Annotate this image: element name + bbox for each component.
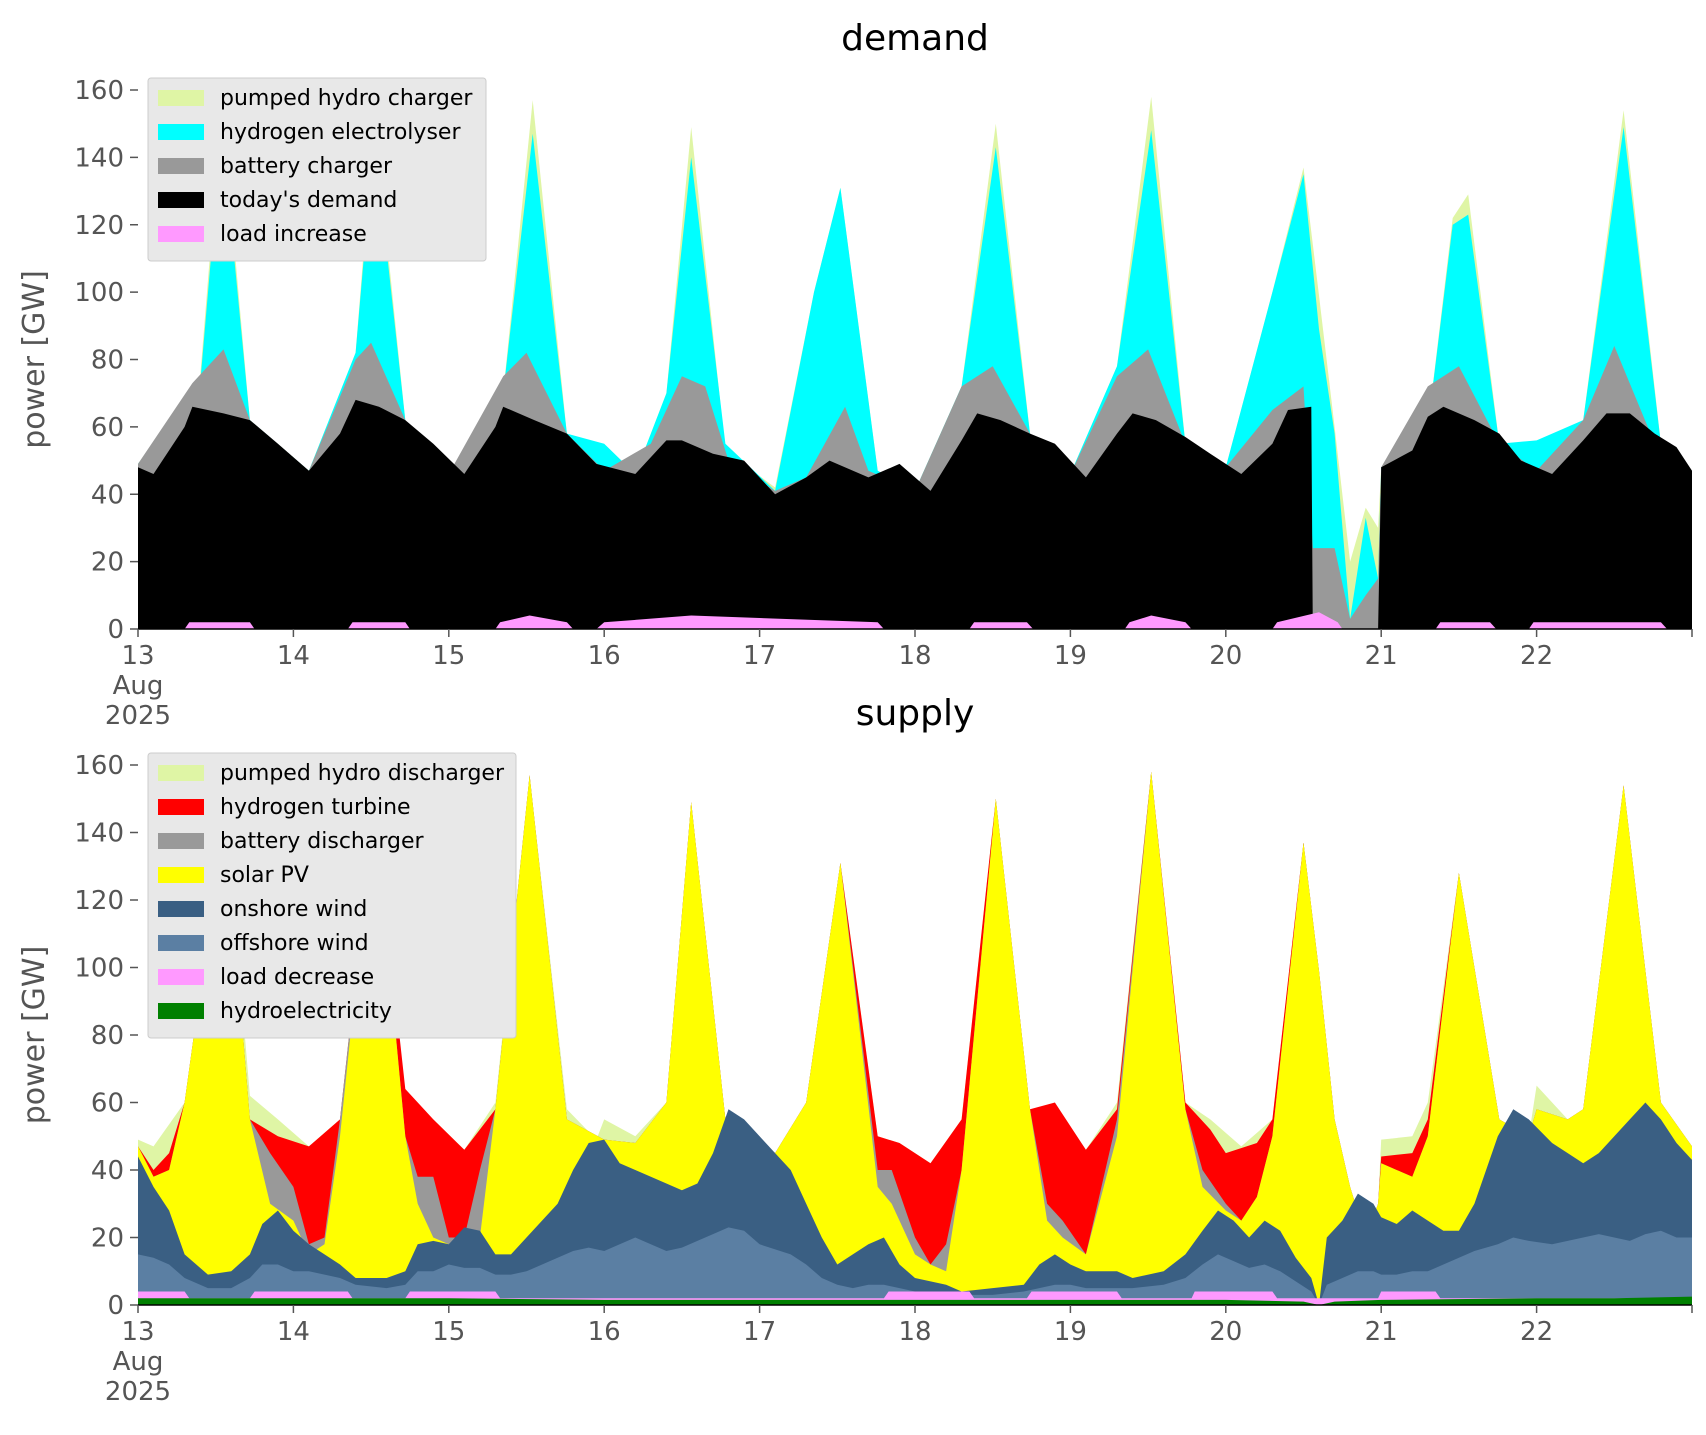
legend-label: load increase bbox=[220, 222, 367, 247]
x-tick-label: 19 bbox=[1054, 641, 1087, 671]
x-tick-label: 21 bbox=[1365, 641, 1398, 671]
y-axis-label: power [GW] bbox=[17, 946, 52, 1125]
x-tick-label: 22 bbox=[1520, 641, 1553, 671]
area-layers bbox=[138, 96, 1692, 629]
legend-label: pumped hydro discharger bbox=[220, 761, 505, 786]
legend-swatch bbox=[158, 833, 204, 849]
y-tick-label: 100 bbox=[74, 278, 124, 308]
x-tick-label: 16 bbox=[588, 641, 621, 671]
x-tick-label: 2025 bbox=[105, 701, 171, 731]
y-tick-label: 40 bbox=[91, 480, 124, 510]
y-axis-label: power [GW] bbox=[17, 270, 52, 449]
legend-box bbox=[147, 77, 487, 262]
legend-swatch bbox=[158, 124, 204, 140]
area-series-offshore-wind bbox=[138, 1227, 1692, 1305]
y-tick-label: 160 bbox=[74, 76, 124, 106]
demand-panel: demand power [GW] 0 20 40 60 80 100 120 140 160 13A… bbox=[17, 18, 1693, 731]
y-tick-label: 0 bbox=[107, 615, 124, 645]
chart-title: demand bbox=[841, 18, 989, 59]
x-tick-label: 20 bbox=[1209, 641, 1242, 671]
y-tick-label: 60 bbox=[91, 413, 124, 443]
legend-label: hydroelectricity bbox=[220, 999, 392, 1024]
y-tick-label: 60 bbox=[91, 1089, 124, 1119]
legend-swatch bbox=[158, 90, 204, 106]
x-tick-label: 15 bbox=[432, 1317, 465, 1347]
area-series-solar-pv bbox=[138, 771, 1692, 1305]
legend-swatch bbox=[158, 969, 204, 985]
area-series-hydroelectricity bbox=[138, 1296, 1692, 1305]
y-tick-label: 20 bbox=[91, 1224, 124, 1254]
y-tick-label: 40 bbox=[91, 1156, 124, 1186]
x-tick-label: 13 bbox=[121, 1317, 154, 1347]
legend-label: today's demand bbox=[220, 188, 397, 213]
legend-swatch bbox=[158, 799, 204, 815]
legend-swatch bbox=[158, 158, 204, 174]
legend-swatch bbox=[158, 226, 204, 242]
area-layers bbox=[138, 771, 1692, 1305]
y-tick-label: 20 bbox=[91, 548, 124, 578]
chart-title: supply bbox=[856, 693, 975, 734]
x-tick-label: 22 bbox=[1520, 1317, 1553, 1347]
x-tick-label: 2025 bbox=[105, 1377, 171, 1407]
legend-label: hydrogen electrolyser bbox=[220, 120, 461, 145]
legend-label: battery charger bbox=[220, 154, 393, 179]
legend-label: hydrogen turbine bbox=[220, 795, 411, 820]
x-tick-label: 13 bbox=[121, 641, 154, 671]
x-tick-label: 14 bbox=[277, 641, 310, 671]
area-series-today-s-demand bbox=[138, 399, 1692, 629]
legend-box bbox=[147, 752, 517, 1039]
x-tick-label: 20 bbox=[1209, 1317, 1242, 1347]
x-tick-label: Aug bbox=[113, 1347, 164, 1377]
y-tick-label: 0 bbox=[107, 1291, 124, 1321]
legend-swatch bbox=[158, 1003, 204, 1019]
x-tick-label: Aug bbox=[113, 671, 164, 701]
x-tick-label: 16 bbox=[588, 1317, 621, 1347]
legend: pumped hydro discharger hydrogen turbine b… bbox=[147, 752, 517, 1039]
legend-label: solar PV bbox=[220, 863, 309, 888]
legend-label: onshore wind bbox=[220, 897, 367, 922]
y-tick-label: 100 bbox=[74, 954, 124, 984]
legend-label: pumped hydro charger bbox=[220, 86, 473, 111]
x-tick-label: 17 bbox=[743, 1317, 776, 1347]
area-series-load-increase bbox=[138, 612, 1692, 629]
supply-panel: supply power [GW] 0 20 40 60 80 100 120 140 160 13A… bbox=[17, 693, 1693, 1407]
legend-swatch bbox=[158, 867, 204, 883]
y-tick-label: 120 bbox=[74, 886, 124, 916]
x-tick-label: 17 bbox=[743, 641, 776, 671]
y-tick-label: 140 bbox=[74, 819, 124, 849]
legend-swatch bbox=[158, 192, 204, 208]
x-tick-label: 19 bbox=[1054, 1317, 1087, 1347]
legend-label: battery discharger bbox=[220, 829, 425, 854]
legend-swatch bbox=[158, 935, 204, 951]
x-tick-label: 18 bbox=[898, 641, 931, 671]
y-tick-label: 160 bbox=[74, 751, 124, 781]
legend-label: load decrease bbox=[220, 965, 374, 990]
x-tick-label: 14 bbox=[277, 1317, 310, 1347]
y-tick-label: 120 bbox=[74, 211, 124, 241]
legend-swatch bbox=[158, 901, 204, 917]
x-tick-label: 18 bbox=[898, 1317, 931, 1347]
legend: pumped hydro charger hydrogen electrolyse… bbox=[147, 77, 487, 262]
y-tick-label: 140 bbox=[74, 143, 124, 173]
y-tick-label: 80 bbox=[91, 346, 124, 376]
area-series-onshore-wind bbox=[138, 1102, 1692, 1305]
legend-swatch bbox=[158, 765, 204, 781]
legend-label: offshore wind bbox=[220, 931, 369, 956]
x-tick-label: 15 bbox=[432, 641, 465, 671]
x-tick-label: 21 bbox=[1365, 1317, 1398, 1347]
y-tick-label: 80 bbox=[91, 1021, 124, 1051]
